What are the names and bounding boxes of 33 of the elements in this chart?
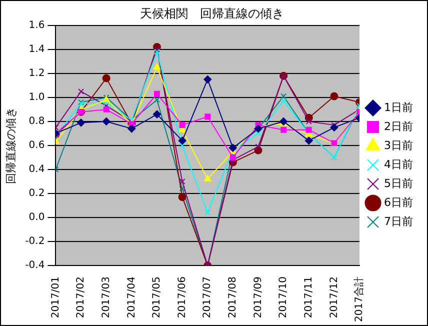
x-tick-label: 2017/03: [100, 276, 112, 318]
legend-label: 2日前: [384, 120, 413, 133]
y-tick-label: -0.4: [25, 260, 45, 272]
x-tick-label: 2017/07: [202, 276, 214, 318]
x-tick-label: 2017/11: [303, 276, 314, 318]
legend-label: 5日前: [384, 176, 413, 190]
y-tick-label: 0.2: [28, 188, 45, 200]
legend-label: 4日前: [384, 158, 413, 171]
x-tick-label: 2017/08: [228, 276, 239, 318]
x-tick-label: 2017/04: [126, 276, 138, 318]
chart-title: 天候相関 回帰直線の傾き: [140, 6, 284, 20]
y-tick-label: -0.2: [25, 236, 45, 248]
y-tick-label: 0.4: [28, 164, 45, 176]
x-tick-label: 2017/12: [328, 276, 340, 318]
y-tick-label: 1.6: [28, 20, 45, 31]
x-tick-label: 2017/09: [252, 276, 264, 318]
legend-label: 3日前: [384, 138, 413, 152]
x-tick-label: 2017/02: [76, 276, 87, 318]
x-tick-label: 2017/05: [152, 276, 163, 318]
x-tick-label: 2017合計: [353, 276, 366, 322]
y-tick-label: 1.0: [28, 92, 45, 104]
x-tick-label: 2017/06: [176, 276, 188, 318]
legend-label: 7日前: [384, 214, 413, 228]
y-tick-label: 0.6: [28, 140, 45, 152]
y-tick-label: 0.8: [28, 116, 45, 128]
y-tick-label: 0.0: [28, 212, 45, 224]
legend-label: 1日前: [384, 100, 413, 114]
y-tick-label: 1.4: [28, 44, 45, 56]
y-tick-label: 1.2: [28, 68, 45, 80]
x-tick-label: 2017/01: [50, 276, 62, 318]
x-tick-label: 2017/10: [278, 276, 290, 318]
y-axis-title: 回帰直線の傾き: [4, 106, 18, 184]
legend-label: 6日前: [384, 196, 413, 209]
